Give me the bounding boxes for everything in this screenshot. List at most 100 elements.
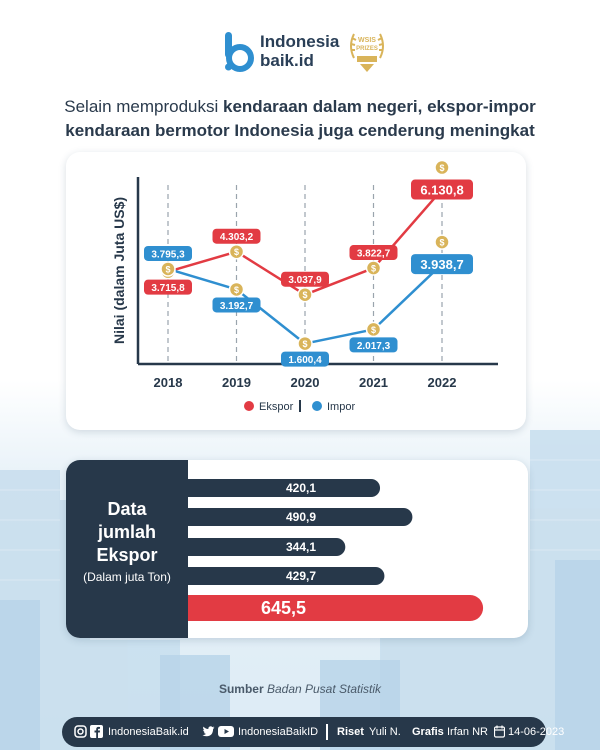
youtube-icon[interactable] — [218, 725, 234, 738]
bar-chart-title-line1: Data — [107, 499, 147, 519]
data-label-text-impor-2022: 3.938,7 — [420, 257, 463, 272]
data-label-impor-2020: 1.600,4 — [281, 351, 329, 367]
data-label-box-impor-2019 — [212, 297, 261, 313]
data-label-box-impor-2020 — [281, 351, 329, 367]
logo-text: Indonesia baik.id — [260, 32, 339, 70]
footer-site-link[interactable]: IndonesiaBaik.id — [108, 726, 189, 738]
indonesiabaik-logo: Indonesia baik.id WSIS PRIZES — [222, 28, 392, 74]
data-label-text-impor-2021: 2.017,3 — [357, 341, 391, 352]
footer-divider — [326, 724, 328, 740]
coin-icon-impor-2022-circle — [434, 234, 450, 250]
coin-icon-impor-2020-circle — [297, 335, 313, 352]
x-tick-label-2021: 2021 — [359, 375, 388, 390]
coin-icon-ekspor-2021: $ — [365, 260, 382, 276]
headline-bold-text-1: kendaraan dalam negeri, ekspor-impor — [223, 97, 536, 116]
svg-text:PRIZES: PRIZES — [356, 46, 378, 52]
source-label: Sumber — [218, 682, 264, 696]
bar-chart-title-panel: Data jumlah Ekspor (Dalam juta Ton) — [66, 460, 188, 638]
footer-bar: IndonesiaBaik.id IndonesiaBaikID Riset Y… — [62, 717, 564, 747]
data-label-text-ekspor-2020: 3.037,9 — [288, 275, 322, 286]
headline-line2: kendaraan bermotor Indonesia juga cender… — [20, 119, 580, 143]
coin-icon-impor-2022-symbol: $ — [439, 238, 444, 248]
footer-riset-label: Riset — [337, 726, 364, 738]
data-label-ekspor-2019: 4.303,2 — [212, 228, 261, 244]
x-tick-label-2022: 2022 — [428, 375, 457, 390]
footer-riset-name: Yuli N. — [369, 726, 401, 738]
footer-social-handle[interactable]: IndonesiaBaikID — [238, 726, 319, 738]
bar-2019-left-edge — [188, 508, 206, 526]
data-label-text-impor-2018: 3.795,3 — [151, 249, 185, 260]
data-label-text-ekspor-2021: 3.822,7 — [357, 249, 391, 260]
x-tick-label-2019: 2019 — [222, 375, 251, 390]
logo-text-line1: Indonesia — [260, 32, 340, 51]
headline-plain-text: Selain memproduksi — [64, 97, 224, 116]
data-label-box-ekspor-2020 — [281, 271, 329, 287]
data-label-text-ekspor-2022: 6.130,8 — [420, 183, 463, 198]
footer-grafis-name: Irfan NR — [447, 726, 488, 738]
coin-icon-impor-2022: $ — [434, 234, 450, 250]
footer-grafis-label: Grafis — [412, 726, 444, 738]
coin-icon-ekspor-2019-circle — [228, 243, 245, 260]
facebook-icon[interactable] — [90, 725, 103, 738]
data-label-box-ekspor-2022 — [411, 179, 473, 200]
bar-2018-left-edge — [188, 479, 206, 497]
coin-icon-ekspor-2019-symbol: $ — [234, 247, 239, 257]
coin-icon-impor-2020-symbol: $ — [302, 339, 307, 349]
coin-icon-ekspor-2020-circle — [297, 286, 313, 303]
bar-value-label-2018: 420,1 — [286, 481, 316, 495]
coin-icon-ekspor-2022: $ — [434, 159, 450, 176]
data-label-box-impor-2022 — [411, 254, 473, 275]
bar-value-label-2022: 645,5 — [261, 598, 306, 618]
data-label-text-impor-2020: 1.600,4 — [288, 355, 322, 366]
headline: Selain memproduksi kendaraan dalam neger… — [20, 95, 580, 143]
coin-icon-impor-2021-symbol: $ — [371, 325, 376, 335]
data-label-text-ekspor-2018: 3.715,8 — [151, 283, 185, 294]
y-axis-label: Nilai (dalam Juta US$) — [111, 197, 127, 344]
logo-b-icon — [225, 32, 254, 72]
bar-2021 — [188, 567, 385, 585]
data-label-ekspor-2020: 3.037,9 — [281, 271, 329, 287]
bar-value-label-2021: 429,7 — [286, 569, 316, 583]
bar-2020 — [188, 538, 346, 556]
bar-chart-title-line3: Ekspor — [96, 545, 158, 565]
headline-line1: Selain memproduksi kendaraan dalam neger… — [20, 95, 580, 119]
twitter-icon[interactable] — [202, 725, 215, 738]
data-label-ekspor-2022: 6.130,8 — [411, 179, 473, 200]
data-label-text-impor-2019: 3.192,7 — [220, 301, 254, 312]
bar-2022 — [188, 595, 484, 621]
coin-icon-ekspor-2022-symbol: $ — [439, 163, 444, 173]
legend-label-ekspor: Ekspor — [259, 401, 294, 413]
x-tick-label-2020: 2020 — [291, 375, 320, 390]
coin-icon-impor-2021: $ — [365, 321, 382, 338]
line-chart-card: Nilai (dalam Juta US$) 2018 2019 2020 2021 20… — [66, 152, 526, 430]
bar-2019 — [188, 508, 413, 526]
coin-icon-impor-2019-symbol: $ — [234, 285, 239, 295]
legend-marker-ekspor — [244, 401, 254, 411]
bar-value-label-2019: 490,9 — [286, 510, 316, 524]
data-label-text-ekspor-2019: 4.303,2 — [220, 232, 254, 243]
instagram-icon[interactable] — [74, 725, 87, 738]
coin-icon-impor-2019: $ — [228, 281, 245, 298]
coin-icon-impor-2018-circle — [160, 261, 176, 277]
data-label-impor-2018: 3.795,3 — [144, 245, 192, 261]
bar-2020-left-edge — [188, 538, 206, 556]
coin-icon-ekspor-2020: $ — [297, 286, 313, 303]
data-label-impor-2022: 3.938,7 — [411, 254, 473, 275]
bar-2018 — [188, 479, 381, 497]
bar-2022-left-edge — [188, 595, 214, 621]
coin-icon-ekspor-2021-symbol: $ — [371, 264, 376, 274]
bar-2021-left-edge — [188, 567, 206, 585]
bar-chart: 2018420,12019490,92020344,12021429,72022… — [188, 479, 484, 621]
line-chart: Nilai (dalam Juta US$) 2018 2019 2020 2021 20… — [111, 159, 498, 413]
coin-icon-impor-2018-symbol: $ — [165, 264, 170, 274]
data-label-impor-2021: 2.017,3 — [349, 337, 398, 353]
wsis-prize-badge-icon: WSIS PRIZES — [350, 33, 384, 72]
source-text: Badan Pusat Statistik — [266, 682, 382, 696]
coin-icon-ekspor-2019: $ — [228, 243, 245, 260]
bar-chart-title-line2: jumlah — [97, 522, 156, 542]
coin-icon-impor-2018: $ — [160, 261, 176, 277]
bar-chart-card: Data jumlah Ekspor (Dalam juta Ton) 2018… — [66, 460, 528, 638]
data-label-box-impor-2018 — [144, 245, 192, 261]
headline-bold-text-2: kendaraan bermotor Indonesia juga cender… — [65, 121, 535, 140]
coin-icon-ekspor-2020-symbol: $ — [302, 290, 307, 300]
